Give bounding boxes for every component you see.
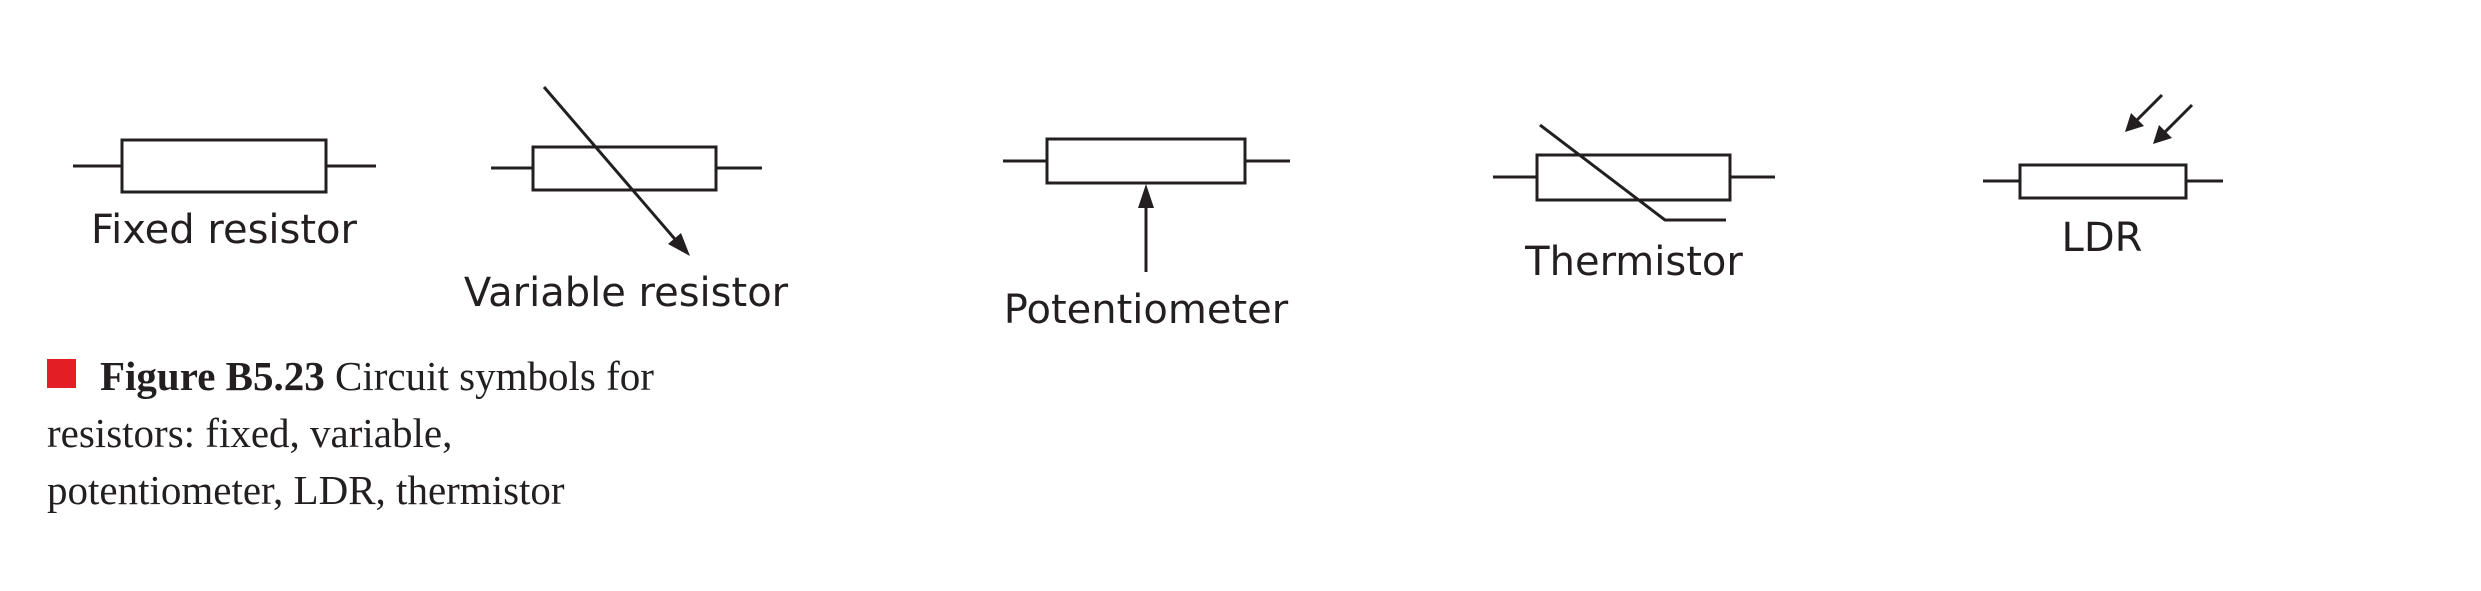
variable-resistor-label: Variable resistor bbox=[463, 270, 789, 316]
figure-caption: Figure B5.23 Circuit symbols for resisto… bbox=[47, 348, 667, 519]
ldr-label: LDR bbox=[2061, 215, 2143, 261]
figure-number: Figure B5.23 bbox=[100, 353, 325, 399]
thermistor-symbol bbox=[1493, 123, 1775, 222]
thermistor-label: Thermistor bbox=[1525, 239, 1743, 285]
fixed-resistor-label: Fixed resistor bbox=[91, 207, 357, 253]
caption-text: Circuit symbols for resistors: fixed, va… bbox=[47, 353, 654, 513]
variable-resistor-symbol bbox=[491, 86, 762, 256]
caption-marker-square bbox=[47, 359, 76, 388]
fixed-resistor-symbol bbox=[73, 138, 376, 194]
ldr-symbol bbox=[1983, 93, 2223, 200]
potentiometer-symbol bbox=[1003, 137, 1290, 272]
potentiometer-label: Potentiometer bbox=[1003, 287, 1289, 333]
